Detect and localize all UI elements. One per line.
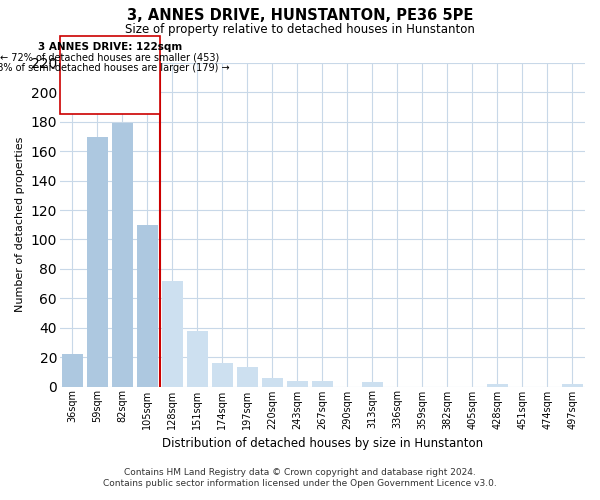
Bar	[212, 363, 233, 386]
Bar	[137, 225, 158, 386]
Bar	[562, 384, 583, 386]
Bar	[187, 330, 208, 386]
Bar	[62, 354, 83, 386]
Text: 3 ANNES DRIVE: 122sqm: 3 ANNES DRIVE: 122sqm	[38, 42, 182, 51]
Bar	[362, 382, 383, 386]
Bar	[87, 136, 108, 386]
Bar	[112, 124, 133, 386]
Bar	[312, 380, 333, 386]
Bar	[487, 384, 508, 386]
Bar	[262, 378, 283, 386]
Y-axis label: Number of detached properties: Number of detached properties	[15, 137, 25, 312]
Bar	[287, 380, 308, 386]
Text: Contains HM Land Registry data © Crown copyright and database right 2024.
Contai: Contains HM Land Registry data © Crown c…	[103, 468, 497, 487]
Text: 3, ANNES DRIVE, HUNSTANTON, PE36 5PE: 3, ANNES DRIVE, HUNSTANTON, PE36 5PE	[127, 8, 473, 22]
Text: Size of property relative to detached houses in Hunstanton: Size of property relative to detached ho…	[125, 22, 475, 36]
Text: ← 72% of detached houses are smaller (453): ← 72% of detached houses are smaller (45…	[0, 53, 220, 63]
Bar	[237, 368, 258, 386]
Bar	[162, 280, 183, 386]
X-axis label: Distribution of detached houses by size in Hunstanton: Distribution of detached houses by size …	[162, 437, 483, 450]
Text: 28% of semi-detached houses are larger (179) →: 28% of semi-detached houses are larger (…	[0, 63, 229, 73]
